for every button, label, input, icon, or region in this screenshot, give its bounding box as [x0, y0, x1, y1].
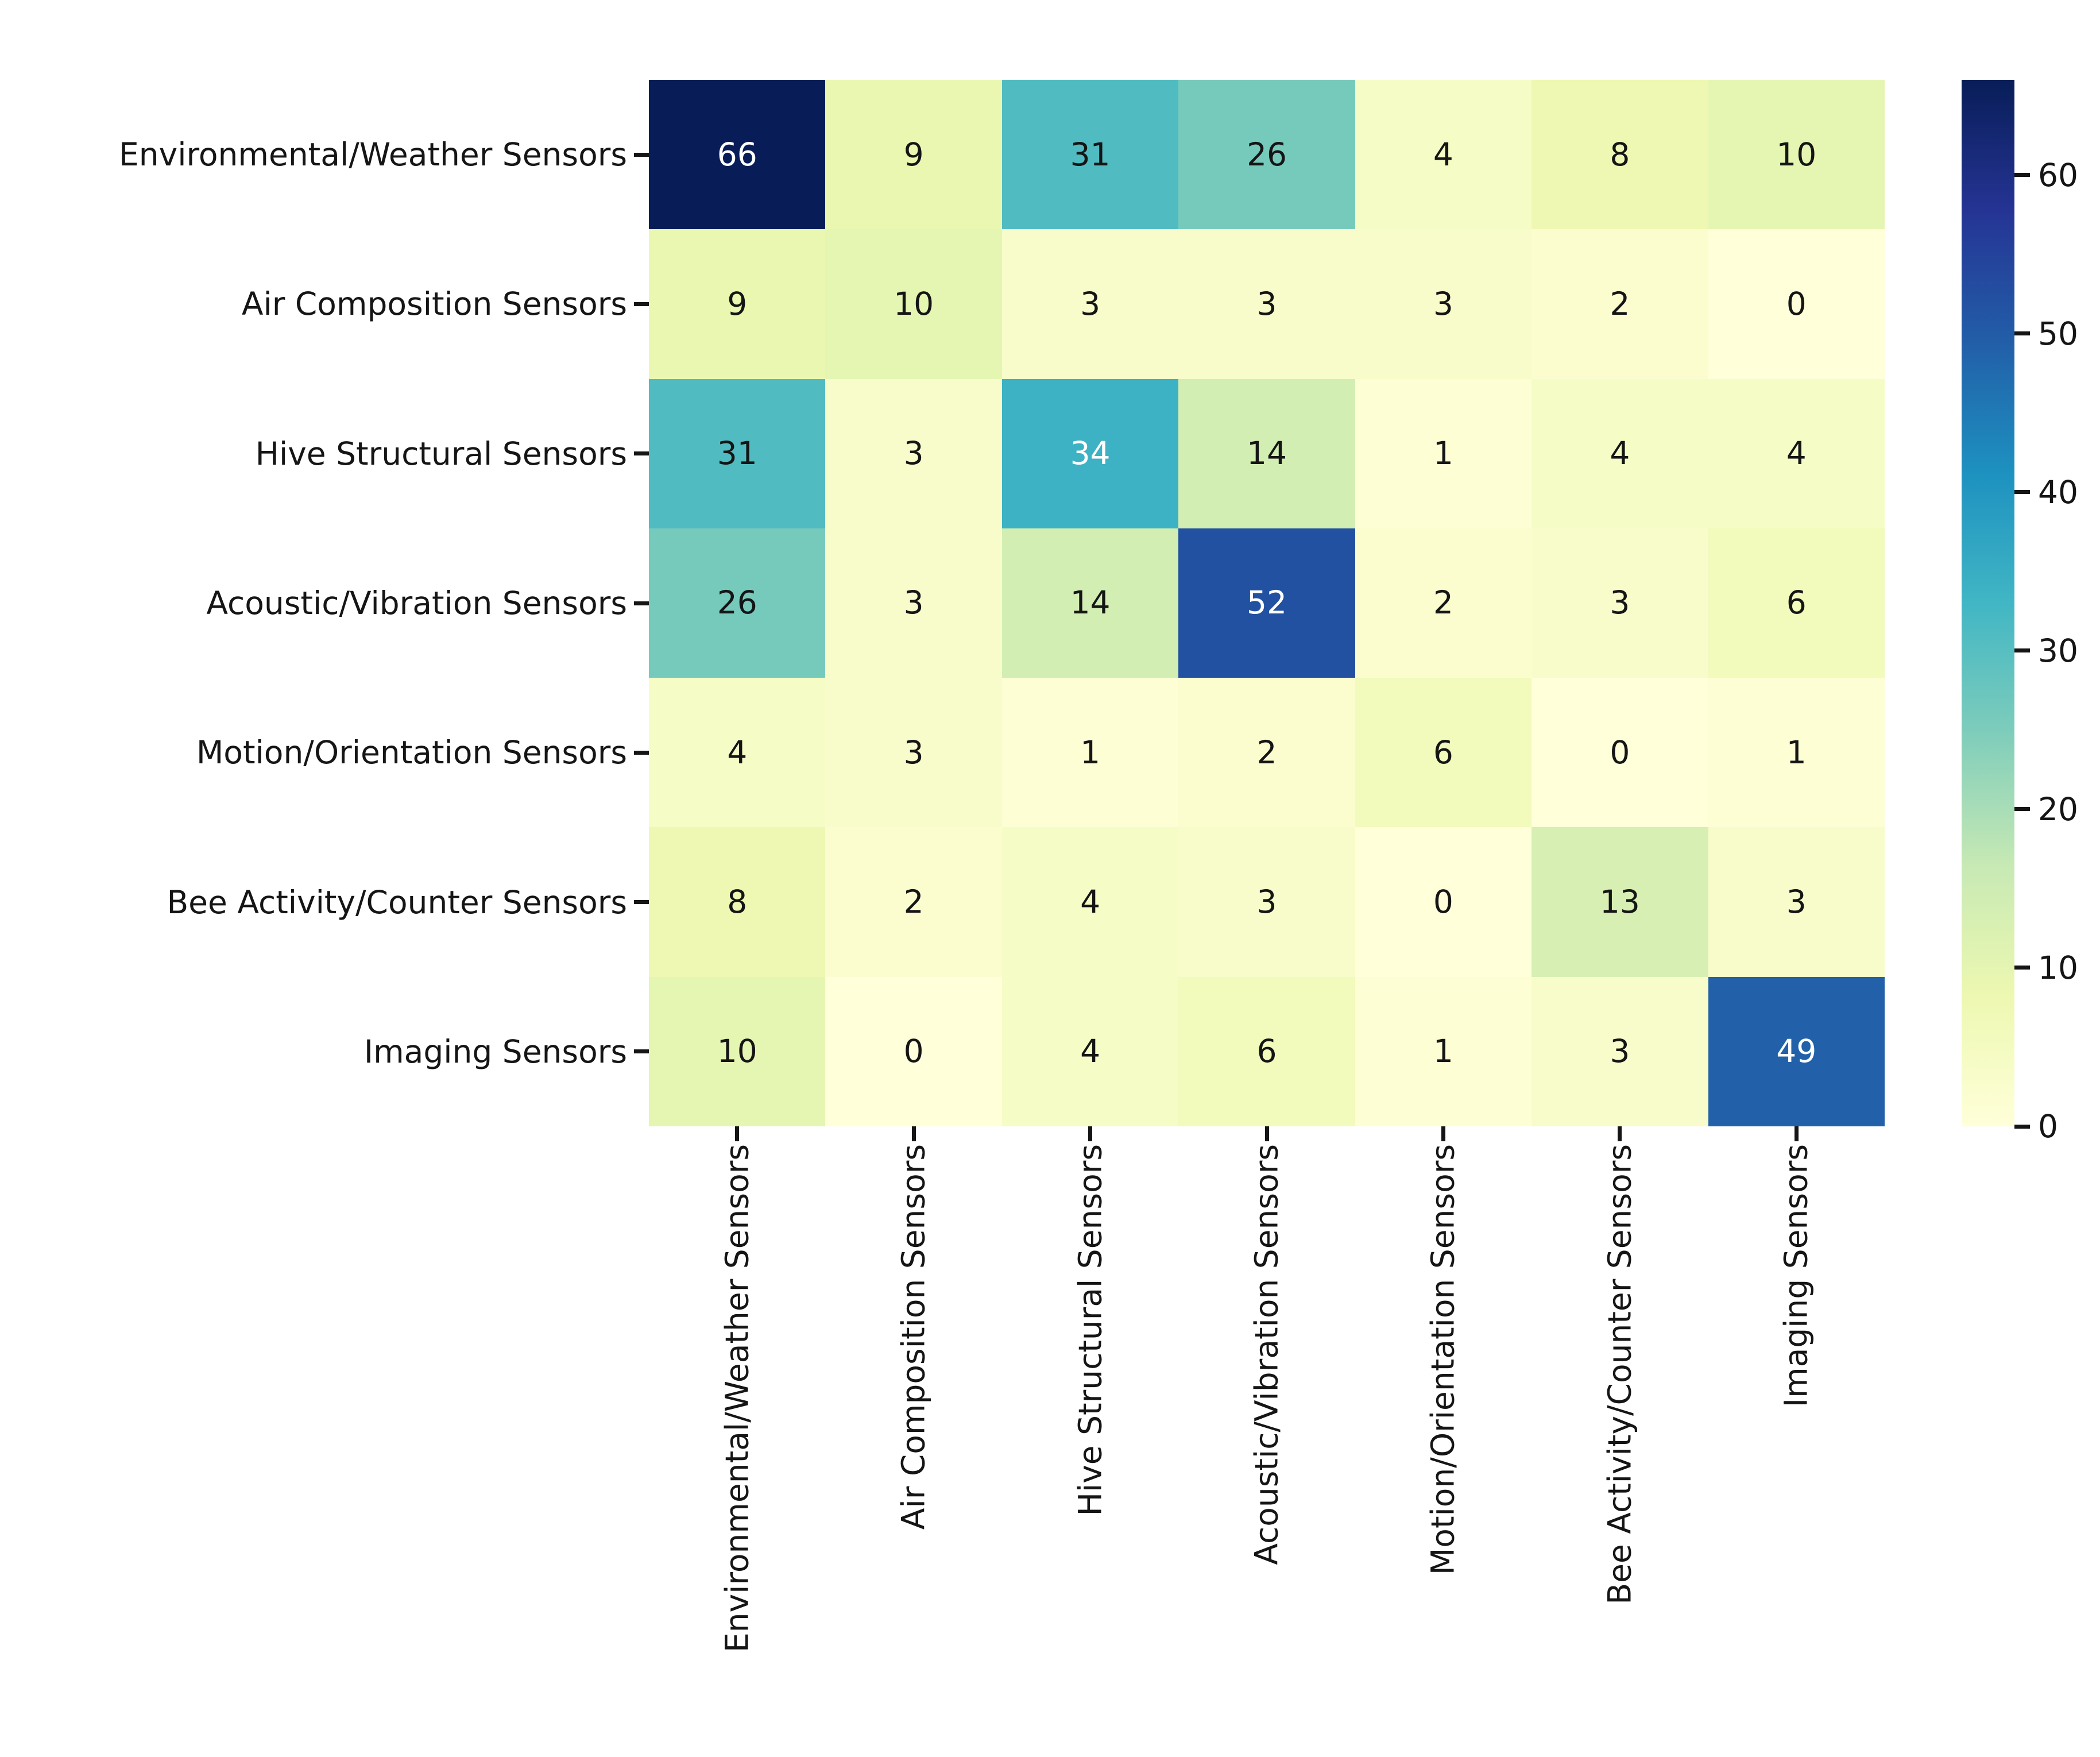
heatmap-cell: 13	[1532, 827, 1708, 977]
heatmap-cell: 31	[1001, 80, 1179, 230]
heatmap-cell: 6	[1708, 528, 1885, 678]
colorbar	[1962, 80, 2014, 1126]
x-axis-label: Acoustic/Vibration Sensors	[1248, 1144, 1285, 1565]
heatmap-cell: 14	[1001, 528, 1179, 678]
heatmap-cell: 4	[1001, 976, 1179, 1126]
colorbar-tick-mark	[2014, 490, 2030, 495]
heatmap-cell: 3	[1178, 827, 1355, 977]
y-tick-mark	[634, 900, 649, 905]
heatmap-cell: 52	[1178, 528, 1355, 678]
x-axis-label: Bee Activity/Counter Sensors	[1601, 1144, 1638, 1605]
x-axis-label: Motion/Orientation Sensors	[1424, 1144, 1461, 1575]
x-axis-label: Hive Structural Sensors	[1071, 1144, 1108, 1516]
heatmap-cell: 4	[649, 678, 826, 828]
heatmap-cell: 1	[1708, 678, 1885, 828]
heatmap-cell: 3	[1708, 827, 1885, 977]
heatmap-cell: 8	[649, 827, 826, 977]
colorbar-tick-mark	[2014, 966, 2030, 970]
x-axis-label: Air Composition Sensors	[895, 1144, 932, 1530]
heatmap-cell: 1	[1001, 678, 1179, 828]
y-axis-label: Air Composition Sensors	[241, 285, 627, 323]
heatmap-cell: 31	[649, 379, 826, 528]
heatmap-cell: 2	[1355, 528, 1532, 678]
heatmap-cell: 49	[1708, 976, 1885, 1126]
colorbar-tick-mark	[2014, 173, 2030, 177]
heatmap-cell: 1	[1355, 976, 1532, 1126]
heatmap-cell: 3	[825, 528, 1002, 678]
heatmap-grid: 66 9 31 26 4 8 10 9 10 3 3 3 2 0 31 3 34 14 1 4 4 26 3 14 52 2 3 6 4…	[649, 80, 1885, 1126]
heatmap-cell: 10	[1708, 80, 1885, 230]
colorbar-tick-mark	[2014, 648, 2030, 653]
y-tick-mark	[634, 750, 649, 755]
colorbar-tick-label: 40	[2038, 473, 2078, 511]
x-tick-mark	[1441, 1126, 1445, 1141]
heatmap-cell: 66	[649, 80, 826, 230]
colorbar-tick-mark	[2014, 807, 2030, 812]
heatmap-cell: 4	[1001, 827, 1179, 977]
x-tick-mark	[1088, 1126, 1093, 1141]
y-axis-label: Environmental/Weather Sensors	[119, 136, 627, 173]
y-axis-label: Motion/Orientation Sensors	[196, 734, 627, 771]
colorbar-tick-mark	[2014, 1124, 2030, 1129]
heatmap-cell: 2	[1178, 678, 1355, 828]
heatmap-cell: 26	[649, 528, 826, 678]
heatmap-cell: 1	[1355, 379, 1532, 528]
colorbar-tick-label: 0	[2038, 1108, 2058, 1145]
heatmap-cell: 0	[1355, 827, 1532, 977]
heatmap-cell: 9	[825, 80, 1002, 230]
colorbar-tick-label: 20	[2038, 790, 2078, 828]
heatmap-cell: 6	[1355, 678, 1532, 828]
x-axis-label: Imaging Sensors	[1777, 1144, 1815, 1408]
heatmap-cell: 34	[1001, 379, 1179, 528]
y-axis-label: Acoustic/Vibration Sensors	[206, 585, 627, 621]
heatmap-cell: 26	[1178, 80, 1355, 230]
heatmap-cell: 4	[1355, 80, 1532, 230]
y-axis-label: Bee Activity/Counter Sensors	[167, 883, 627, 921]
y-axis-label: Imaging Sensors	[363, 1033, 627, 1070]
heatmap-cell: 9	[649, 229, 826, 379]
colorbar-tick-label: 10	[2038, 949, 2078, 986]
heatmap-cell: 4	[1708, 379, 1885, 528]
y-tick-mark	[634, 152, 649, 157]
heatmap-cell: 4	[1532, 379, 1708, 528]
x-tick-mark	[1794, 1126, 1799, 1141]
y-tick-mark	[634, 451, 649, 456]
y-tick-mark	[634, 302, 649, 306]
colorbar-tick-mark	[2014, 331, 2030, 336]
x-axis-label: Environmental/Weather Sensors	[718, 1144, 756, 1652]
heatmap-cell: 2	[1532, 229, 1708, 379]
x-tick-mark	[1618, 1126, 1622, 1141]
heatmap-cell: 0	[825, 976, 1002, 1126]
x-tick-mark	[1264, 1126, 1269, 1141]
heatmap-cell: 10	[649, 976, 826, 1126]
colorbar-tick-label: 30	[2038, 632, 2078, 669]
heatmap-cell: 8	[1532, 80, 1708, 230]
y-tick-mark	[634, 1049, 649, 1054]
heatmap-cell: 3	[1178, 229, 1355, 379]
colorbar-tick-label: 60	[2038, 156, 2078, 194]
heatmap-cell: 6	[1178, 976, 1355, 1126]
x-tick-mark	[911, 1126, 916, 1141]
y-axis-label: Hive Structural Sensors	[255, 435, 627, 472]
heatmap-cell: 3	[1532, 976, 1708, 1126]
heatmap-cell: 0	[1532, 678, 1708, 828]
heatmap-cell: 10	[825, 229, 1002, 379]
x-tick-mark	[735, 1126, 740, 1141]
heatmap-cell: 3	[1532, 528, 1708, 678]
heatmap-cell: 3	[1355, 229, 1532, 379]
y-tick-mark	[634, 601, 649, 605]
heatmap-cell: 2	[825, 827, 1002, 977]
heatmap-cell: 3	[825, 379, 1002, 528]
heatmap-cell: 14	[1178, 379, 1355, 528]
heatmap-cell: 0	[1708, 229, 1885, 379]
colorbar-tick-label: 50	[2038, 315, 2078, 352]
heatmap-cell: 3	[825, 678, 1002, 828]
heatmap-cell: 3	[1001, 229, 1179, 379]
